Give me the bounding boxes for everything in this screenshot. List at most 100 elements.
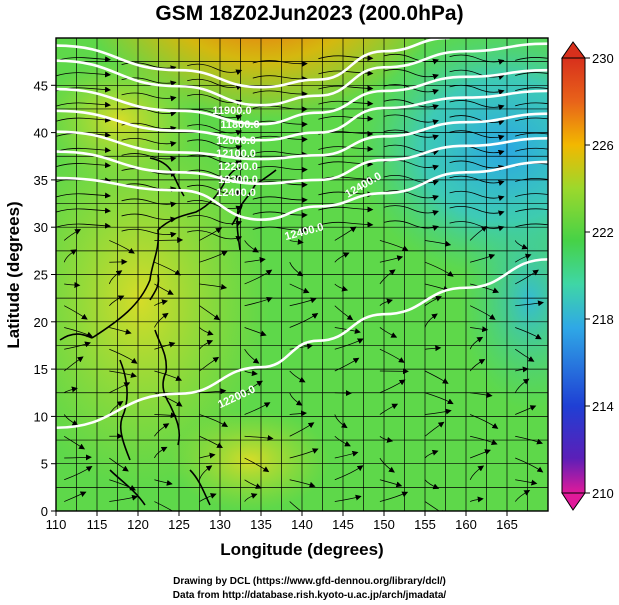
streamline [187, 230, 243, 242]
field-layer: 11900.0 11800.0 12000.012100.012200.012300… [56, 38, 548, 511]
streamline [154, 392, 183, 407]
streamline [199, 435, 223, 449]
streamline [469, 496, 484, 503]
streamline [108, 270, 123, 285]
contour-line [56, 258, 548, 430]
streamline [63, 229, 82, 241]
streamline [514, 348, 535, 362]
contour-line [56, 160, 548, 221]
streamline [318, 100, 374, 107]
x-tick-label: 135 [250, 517, 272, 532]
streamline [449, 100, 505, 111]
x-tick-label: 160 [455, 517, 477, 532]
streamline [289, 313, 319, 328]
streamline [289, 501, 308, 511]
streamline [154, 479, 173, 486]
streamline [289, 370, 306, 383]
streamline [289, 238, 304, 245]
streamline [289, 479, 316, 488]
contour-label: 12100.0 [216, 148, 256, 160]
streamline [56, 192, 111, 199]
streamline [154, 283, 174, 295]
streamline [449, 130, 505, 141]
streamline [318, 70, 374, 77]
streamline [383, 69, 439, 80]
streamline [379, 327, 398, 338]
y-tick-label: 10 [34, 409, 48, 424]
streamline [469, 336, 484, 350]
streamline [515, 87, 548, 92]
streamline [187, 109, 243, 121]
streamline [424, 392, 454, 405]
x-tick-label: 165 [496, 517, 518, 532]
streamline [64, 341, 91, 350]
streamline [379, 269, 396, 285]
streamline [121, 138, 177, 147]
streamline [244, 269, 273, 285]
streamline [515, 300, 544, 307]
streamline [515, 457, 544, 473]
streamline [64, 327, 93, 338]
streamline [334, 357, 360, 372]
streamline [469, 465, 485, 480]
colorbar-tick-label: 214 [592, 399, 614, 414]
contour-label: 12400.0 [216, 187, 256, 199]
streamline [289, 410, 307, 417]
streamline [424, 261, 454, 277]
streamline [199, 339, 214, 350]
y-tick-label: 35 [34, 173, 48, 188]
streamline [379, 491, 409, 502]
streamline [187, 139, 243, 151]
streamline [121, 198, 177, 208]
streamline [379, 255, 404, 263]
y-tick-label: 20 [34, 315, 48, 330]
streamline [469, 225, 488, 241]
streamline [470, 326, 489, 333]
contour-line [56, 89, 548, 142]
y-axis-label: Latitude (degrees) [4, 201, 23, 348]
y-tick-label: 15 [34, 362, 48, 377]
streamline [449, 69, 505, 80]
streamline [121, 228, 177, 238]
colorbar-tick-label: 218 [592, 312, 614, 327]
streamline [424, 370, 449, 384]
streamline [449, 115, 505, 126]
streamline [515, 405, 537, 415]
contour-line [56, 38, 450, 89]
streamline [379, 240, 409, 251]
streamline [199, 227, 222, 241]
contour-label: 12200.0 [218, 161, 258, 173]
streamline [154, 423, 170, 437]
y-tick-label: 0 [41, 504, 48, 519]
streamline [424, 449, 439, 459]
streamline [318, 176, 374, 183]
streamline [109, 457, 129, 472]
streamline [121, 107, 177, 117]
streamline [244, 327, 267, 337]
streamline [515, 223, 548, 228]
streamline [109, 295, 125, 306]
streamline [187, 215, 243, 227]
streamline [289, 297, 317, 307]
colorbar: 230 226 222 218 214 210 [561, 41, 614, 511]
streamline [334, 465, 364, 481]
streamline [449, 221, 505, 232]
streamline [109, 348, 138, 364]
streamline [318, 206, 374, 213]
streamline [63, 386, 78, 394]
streamline [469, 358, 486, 372]
y-tick-label: 30 [34, 220, 48, 235]
streamline [199, 250, 228, 263]
streamline [199, 356, 220, 372]
streamline [56, 162, 111, 169]
streamline [318, 55, 374, 62]
streamline [199, 283, 228, 290]
streamline [424, 240, 452, 247]
contour-line [56, 68, 548, 126]
x-axis-ticks: 110 115 120 125 130 135 140 145 150 155 160 165 [46, 511, 518, 532]
streamline [289, 422, 315, 437]
streamline [64, 435, 86, 450]
streamline [424, 345, 442, 352]
colorbar-tick-label: 226 [592, 138, 614, 153]
